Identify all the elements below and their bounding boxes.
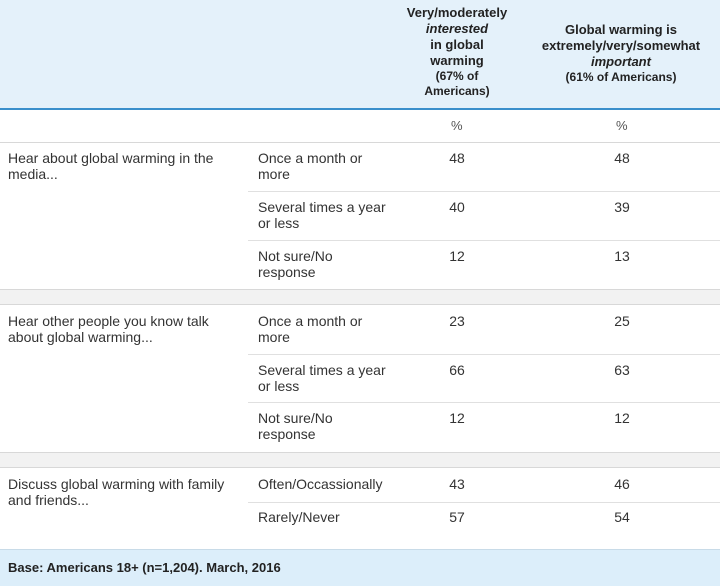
value-important: 46	[614, 476, 630, 492]
option-label: Not sure/No response	[258, 248, 398, 280]
option-text: Several times a year	[258, 362, 386, 378]
value-important: 63	[614, 362, 630, 378]
question-text: Discuss global warming with family	[8, 476, 225, 492]
header-text: extremely/very/somewhat	[541, 38, 701, 53]
base-note: Base: Americans 18+ (n=1,204). March, 20…	[8, 560, 281, 575]
value-interested: 12	[449, 248, 465, 264]
question-text: and friends...	[8, 492, 89, 508]
percent-symbol: %	[616, 118, 628, 133]
header-percent: Americans)	[424, 84, 490, 98]
option-text: Once a month or	[258, 313, 363, 329]
option-text: Rarely/Never	[258, 509, 340, 525]
option-text: Often/Occassionally	[258, 476, 383, 492]
header-text: Very/moderately	[406, 5, 508, 20]
value-important: 13	[614, 248, 630, 264]
value-interested: 23	[449, 313, 465, 329]
option-text: Not sure/No	[258, 410, 333, 426]
question-text: about global warming...	[8, 329, 153, 345]
value-interested: 43	[449, 476, 465, 492]
percent-symbol: %	[451, 118, 463, 133]
column-header-important: Global warming is extremely/very/somewha…	[528, 22, 714, 85]
group-separator	[0, 289, 720, 304]
question-text: Hear about global warming in the	[8, 150, 214, 166]
row-divider	[248, 240, 720, 241]
header-text: Global warming is	[565, 22, 677, 37]
header-percent: (67% of	[435, 69, 479, 83]
option-label: Several times a year or less	[258, 362, 398, 394]
value-interested: 40	[449, 199, 465, 215]
option-label: Once a month or more	[258, 313, 398, 345]
question-label: Hear other people you know talk about gl…	[8, 313, 238, 345]
option-label: Rarely/Never	[258, 509, 398, 525]
table-group	[0, 467, 720, 550]
value-important: 48	[614, 150, 630, 166]
header-text-italic: important	[591, 54, 651, 69]
value-important: 25	[614, 313, 630, 329]
option-label: Often/Occassionally	[258, 476, 398, 492]
option-text: response	[258, 264, 316, 280]
option-label: Once a month or more	[258, 150, 398, 182]
option-text: or less	[258, 378, 300, 394]
percent-row: % %	[0, 110, 720, 143]
option-text: Several times a year	[258, 199, 386, 215]
value-important: 39	[614, 199, 630, 215]
row-divider	[248, 354, 720, 355]
value-important: 12	[614, 410, 630, 426]
option-text: more	[258, 166, 290, 182]
header-text: in global	[430, 37, 484, 52]
row-divider	[248, 402, 720, 403]
option-text: or less	[258, 215, 300, 231]
table-footer: Base: Americans 18+ (n=1,204). March, 20…	[0, 549, 720, 586]
value-important: 54	[614, 509, 630, 525]
option-text: Once a month or	[258, 150, 363, 166]
header-text-italic: interested	[425, 21, 489, 36]
option-label: Several times a year or less	[258, 199, 398, 231]
value-interested: 66	[449, 362, 465, 378]
question-label: Discuss global warming with family and f…	[8, 476, 238, 508]
table-group	[0, 304, 720, 453]
header-text: warming	[430, 53, 484, 68]
row-divider	[248, 502, 720, 503]
group-separator	[0, 452, 720, 467]
option-text: more	[258, 329, 290, 345]
column-header-interested: Very/moderately interested in global war…	[392, 5, 522, 99]
value-interested: 48	[449, 150, 465, 166]
row-divider	[248, 191, 720, 192]
question-text: media...	[8, 166, 58, 182]
option-text: Not sure/No	[258, 248, 333, 264]
option-text: response	[258, 426, 316, 442]
question-label: Hear about global warming in the media..…	[8, 150, 238, 182]
value-interested: 12	[449, 410, 465, 426]
header-percent: (61% of Americans)	[565, 70, 677, 84]
table-group	[0, 142, 720, 290]
table-header: Very/moderately interested in global war…	[0, 0, 720, 110]
value-interested: 57	[449, 509, 465, 525]
question-text: Hear other people you know talk	[8, 313, 209, 329]
option-label: Not sure/No response	[258, 410, 398, 442]
